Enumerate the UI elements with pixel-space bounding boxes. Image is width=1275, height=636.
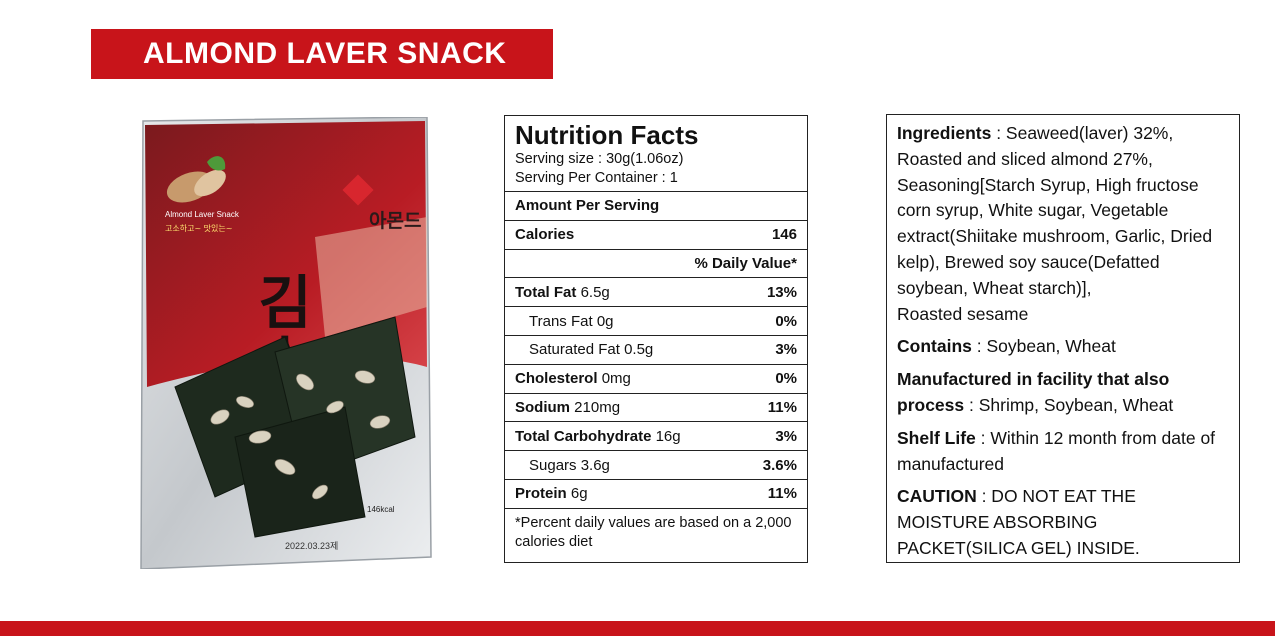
shelf-life-label: Shelf Life: [897, 427, 976, 448]
amount-per-serving-label: Amount Per Serving: [515, 197, 660, 215]
daily-value-header: % Daily Value*: [505, 250, 807, 279]
nutrition-header: Nutrition Facts Serving size : 30g(1.06o…: [505, 116, 807, 192]
facility-section: Manufactured in facility that also proce…: [897, 367, 1229, 419]
nutrient-amount: 0g: [596, 312, 614, 330]
nutrient-row: Protein 6g 11%: [505, 480, 807, 509]
contains-section: Contains : Soybean, Wheat: [897, 334, 1229, 360]
ingredients-tail: Roasted sesame: [897, 303, 1029, 324]
nutrient-amount: 6g: [570, 485, 588, 503]
nutrient-amount: 0.5g: [624, 341, 654, 359]
facility-text: : Shrimp, Soybean, Wheat: [964, 394, 1174, 415]
ingredients-section: Ingredients : Seaweed(laver) 32%, Roaste…: [897, 121, 1229, 327]
package-brand-text: Almond Laver Snack: [165, 210, 240, 219]
nutrient-row: Total Carbohydrate 16g 3%: [505, 422, 807, 452]
nutrient-amount: 210mg: [574, 398, 621, 416]
contains-label: Contains: [897, 336, 972, 357]
contains-text: : Soybean, Wheat: [971, 336, 1116, 357]
nutrient-amount: 3.6g: [580, 456, 610, 474]
nutrient-row: Sugars 3.6g 3.6%: [505, 451, 807, 480]
ingredients-label: Ingredients: [897, 123, 992, 143]
package-sub-title: 아몬드: [369, 210, 421, 232]
nutrient-name: Trans Fat: [529, 312, 593, 330]
amount-per-serving-row: Amount Per Serving: [505, 192, 807, 221]
nutrient-percent: 3.6%: [762, 456, 797, 474]
nutrient-name: Saturated Fat: [529, 341, 620, 359]
nutrient-name: Cholesterol: [515, 370, 598, 388]
product-package-image: Almond Laver Snack 고소하고~ 맛있는~ 아몬드 김스낵 14…: [135, 117, 435, 569]
serving-size: Serving size : 30g(1.06oz): [515, 151, 684, 167]
daily-value-label: % Daily Value*: [694, 254, 797, 272]
nutrition-facts-panel: Nutrition Facts Serving size : 30g(1.06o…: [504, 115, 808, 563]
calories-label: Calories: [515, 226, 575, 244]
nutrient-percent: 0%: [775, 312, 797, 330]
facility-label: Manufactured in facility that also proce…: [897, 369, 1170, 415]
servings-per-container: Serving Per Container : 1: [515, 170, 678, 186]
shelf-life-section: Shelf Life : Within 12 month from date o…: [897, 426, 1229, 478]
shelf-life-text: : Within 12 month from date of manufactu…: [897, 427, 1216, 474]
package-kcal: 146kcal: [367, 505, 395, 514]
calories-row: Calories 146: [505, 221, 807, 250]
nutrient-percent: 3%: [775, 341, 797, 359]
package-slogan-text: 고소하고~ 맛있는~: [165, 223, 232, 233]
nutrition-title: Nutrition Facts: [515, 120, 699, 150]
nutrient-amount: 0mg: [601, 370, 631, 388]
product-details-panel: Ingredients : Seaweed(laver) 32%, Roaste…: [886, 114, 1240, 563]
nutrient-name: Sodium: [515, 398, 570, 416]
nutrient-row: Cholesterol 0mg 0%: [505, 365, 807, 394]
page-title-text: ALMOND LAVER SNACK: [143, 37, 507, 70]
package-date: 2022.03.23제: [285, 541, 338, 551]
nutrient-percent: 13%: [766, 283, 797, 301]
caution-label: CAUTION: [897, 486, 977, 507]
caution-section: CAUTION : DO NOT EAT THE MOISTURE ABSORB…: [897, 484, 1229, 561]
calories-value: 146: [771, 226, 797, 244]
nutrient-amount: 6.5g: [580, 283, 610, 301]
nutrient-percent: 0%: [775, 370, 797, 388]
nutrition-footnote: *Percent daily values are based on a 2,0…: [515, 514, 792, 550]
page-title: ALMOND LAVER SNACK: [91, 29, 553, 79]
nutrient-row: Saturated Fat 0.5g 3%: [505, 336, 807, 365]
nutrient-name: Sugars: [529, 456, 577, 474]
nutrient-row: Total Fat 6.5g 13%: [505, 278, 807, 308]
nutrient-row: Trans Fat 0g 0%: [505, 307, 807, 336]
ingredients-text: : Seaweed(laver) 32%, Roasted and sliced…: [897, 123, 1213, 298]
nutrient-percent: 3%: [775, 427, 797, 445]
nutrient-name: Total Carbohydrate: [515, 427, 652, 445]
caution-text: : DO NOT EAT THE MOISTURE ABSORBING PACK…: [897, 486, 1140, 558]
nutrient-name: Protein: [515, 485, 567, 503]
nutrient-amount: 16g: [655, 427, 681, 445]
nutrient-row: Sodium 210mg 11%: [505, 394, 807, 423]
nutrient-name: Total Fat: [515, 283, 577, 301]
nutrient-percent: 11%: [767, 485, 797, 503]
footer-bar: [0, 621, 1275, 636]
nutrient-percent: 11%: [767, 398, 797, 416]
